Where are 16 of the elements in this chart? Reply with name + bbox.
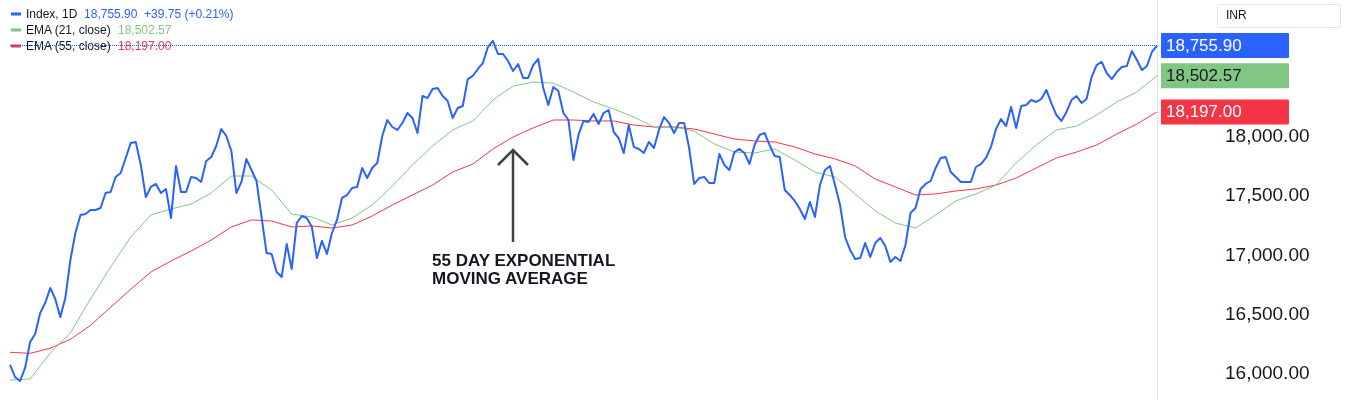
- legend-label: Index, 1D: [26, 7, 78, 21]
- data-label: 18,197.00: [1166, 102, 1242, 122]
- annotation: 55 DAY EXPONENTIAL MOVING AVERAGE: [432, 250, 616, 288]
- y-tick-label: 17,500.00: [1225, 184, 1310, 206]
- y-tick-label: 16,000.00: [1225, 362, 1310, 384]
- data-label: 18,502.57: [1166, 66, 1242, 86]
- legend-label: EMA (21, close): [26, 23, 111, 37]
- y-tick-label: 18,000.00: [1225, 124, 1310, 146]
- text: 18,755.90 +39.75 (+0.21%): [84, 7, 234, 21]
- line-series: [9, 111, 1158, 354]
- y-tick-label: 16,500.00: [1225, 302, 1310, 324]
- data-label: 18,755.90: [1166, 36, 1242, 56]
- text: 18,502.57: [118, 23, 172, 37]
- text: INR: [1226, 8, 1247, 22]
- y-tick-label: 17,000.00: [1225, 243, 1310, 265]
- text: 18,197.00: [118, 39, 172, 53]
